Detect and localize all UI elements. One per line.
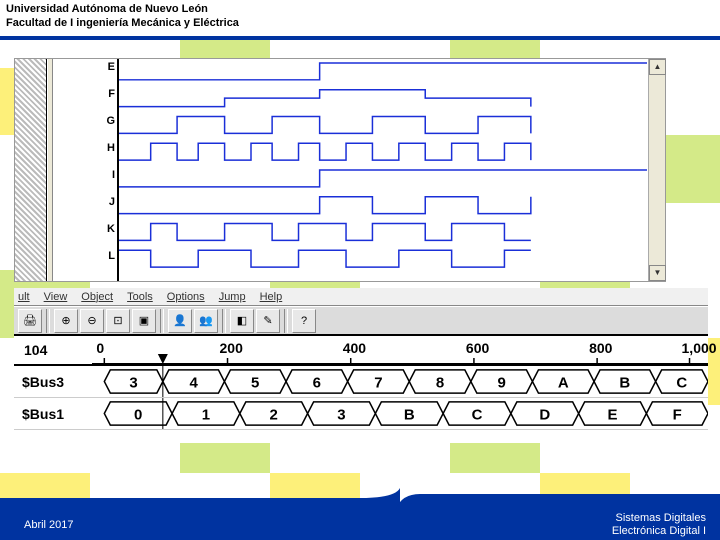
svg-text:C: C <box>676 376 687 392</box>
users-icon[interactable]: 👥 <box>194 309 218 333</box>
bus-values: 0 1 2 3 B C D E F <box>92 398 708 429</box>
bus-row[interactable]: $Bus3 3 4 5 6 7 8 9 A B C <box>14 366 708 398</box>
svg-text:1: 1 <box>202 408 210 424</box>
signal-label-G[interactable]: G <box>106 115 115 127</box>
waveform-viewer: E F G H I J K L ▲ ▼ <box>14 58 666 282</box>
signal-label-L[interactable]: L <box>108 250 115 262</box>
slide-footer: Abril 2017 Sistemas Digitales Electrónic… <box>0 510 720 540</box>
help-icon[interactable]: ? <box>292 309 316 333</box>
svg-text:9: 9 <box>497 376 505 392</box>
zoom-fit-icon[interactable]: ⊡ <box>106 309 130 333</box>
bus-name: $Bus1 <box>14 406 92 422</box>
signal-label-K[interactable]: K <box>107 223 115 235</box>
edit-icon[interactable]: ✎ <box>256 309 280 333</box>
time-tick: 800 <box>589 340 612 356</box>
menu-tools[interactable]: Tools <box>127 291 153 303</box>
zoom-in-icon[interactable]: ⊕ <box>54 309 78 333</box>
svg-text:6: 6 <box>313 376 321 392</box>
signal-label-E[interactable]: E <box>108 61 115 73</box>
bus-viewer: ult View Object Tools Options Jump Help 🖨 ⊕ ⊖ … <box>14 288 708 443</box>
bus-values: 3 4 5 6 7 8 9 A B C <box>92 366 708 397</box>
bus-menubar: ult View Object Tools Options Jump Help <box>14 288 708 306</box>
faculty-name: Facultad de I ingeniería Mecánica y Eléc… <box>6 16 714 30</box>
waveform-scrollbar[interactable]: ▲ ▼ <box>648 59 665 281</box>
zoom-out-icon[interactable]: ⊖ <box>80 309 104 333</box>
signal-label-F[interactable]: F <box>108 88 115 100</box>
time-tick: 0 <box>96 340 104 356</box>
svg-text:A: A <box>558 376 569 392</box>
menu-view[interactable]: View <box>44 291 68 303</box>
svg-text:8: 8 <box>436 376 444 392</box>
zoom-region-icon[interactable]: ▣ <box>132 309 156 333</box>
svg-text:3: 3 <box>129 376 137 392</box>
university-name: Universidad Autónoma de Nuevo León <box>6 2 714 16</box>
bus-toolbar: 🖨 ⊕ ⊖ ⊡ ▣ 👤 👥 ◧ ✎ ? <box>14 306 708 336</box>
scroll-up-icon[interactable]: ▲ <box>649 59 666 75</box>
svg-text:3: 3 <box>337 408 345 424</box>
marker-icon[interactable]: ◧ <box>230 309 254 333</box>
time-tick: 200 <box>220 340 243 356</box>
signal-label-I[interactable]: I <box>112 169 115 181</box>
svg-text:7: 7 <box>374 376 382 392</box>
svg-text:5: 5 <box>251 376 259 392</box>
svg-text:E: E <box>608 408 618 424</box>
waveform-hatched-area <box>15 59 47 281</box>
cursor-time-value: 104 <box>24 342 47 358</box>
footer-date: Abril 2017 <box>24 519 74 531</box>
menu-options[interactable]: Options <box>167 291 205 303</box>
signal-label-J[interactable]: J <box>109 196 115 208</box>
print-icon[interactable]: 🖨 <box>18 309 42 333</box>
bus-row[interactable]: $Bus1 0 1 2 3 B C D E F <box>14 398 708 430</box>
svg-text:2: 2 <box>270 408 278 424</box>
svg-text:B: B <box>404 408 415 424</box>
waveform-signal-labels: E F G H I J K L <box>53 59 119 281</box>
footer-course: Sistemas Digitales Electrónica Digital I <box>612 512 706 537</box>
svg-text:B: B <box>619 376 630 392</box>
time-ruler <box>92 354 708 366</box>
menu-object[interactable]: Object <box>81 291 113 303</box>
user-icon[interactable]: 👤 <box>168 309 192 333</box>
scroll-down-icon[interactable]: ▼ <box>649 265 666 281</box>
svg-text:0: 0 <box>134 408 142 424</box>
time-tick: 400 <box>343 340 366 356</box>
svg-text:F: F <box>673 408 682 424</box>
bus-name: $Bus3 <box>14 374 92 390</box>
menu-jump[interactable]: Jump <box>219 291 246 303</box>
slide-header: Universidad Autónoma de Nuevo León Facul… <box>0 0 720 40</box>
menu-ult[interactable]: ult <box>18 291 30 303</box>
footer-swoosh <box>0 488 720 512</box>
waveform-plot-area[interactable] <box>119 59 647 281</box>
bus-time-axis[interactable]: 104 02004006008001,000 <box>14 336 708 366</box>
menu-help[interactable]: Help <box>260 291 283 303</box>
signal-label-H[interactable]: H <box>107 142 115 154</box>
time-tick: 600 <box>466 340 489 356</box>
svg-text:D: D <box>539 408 550 424</box>
time-tick: 1,000 <box>682 340 717 356</box>
svg-text:C: C <box>472 408 483 424</box>
svg-text:4: 4 <box>189 376 198 392</box>
